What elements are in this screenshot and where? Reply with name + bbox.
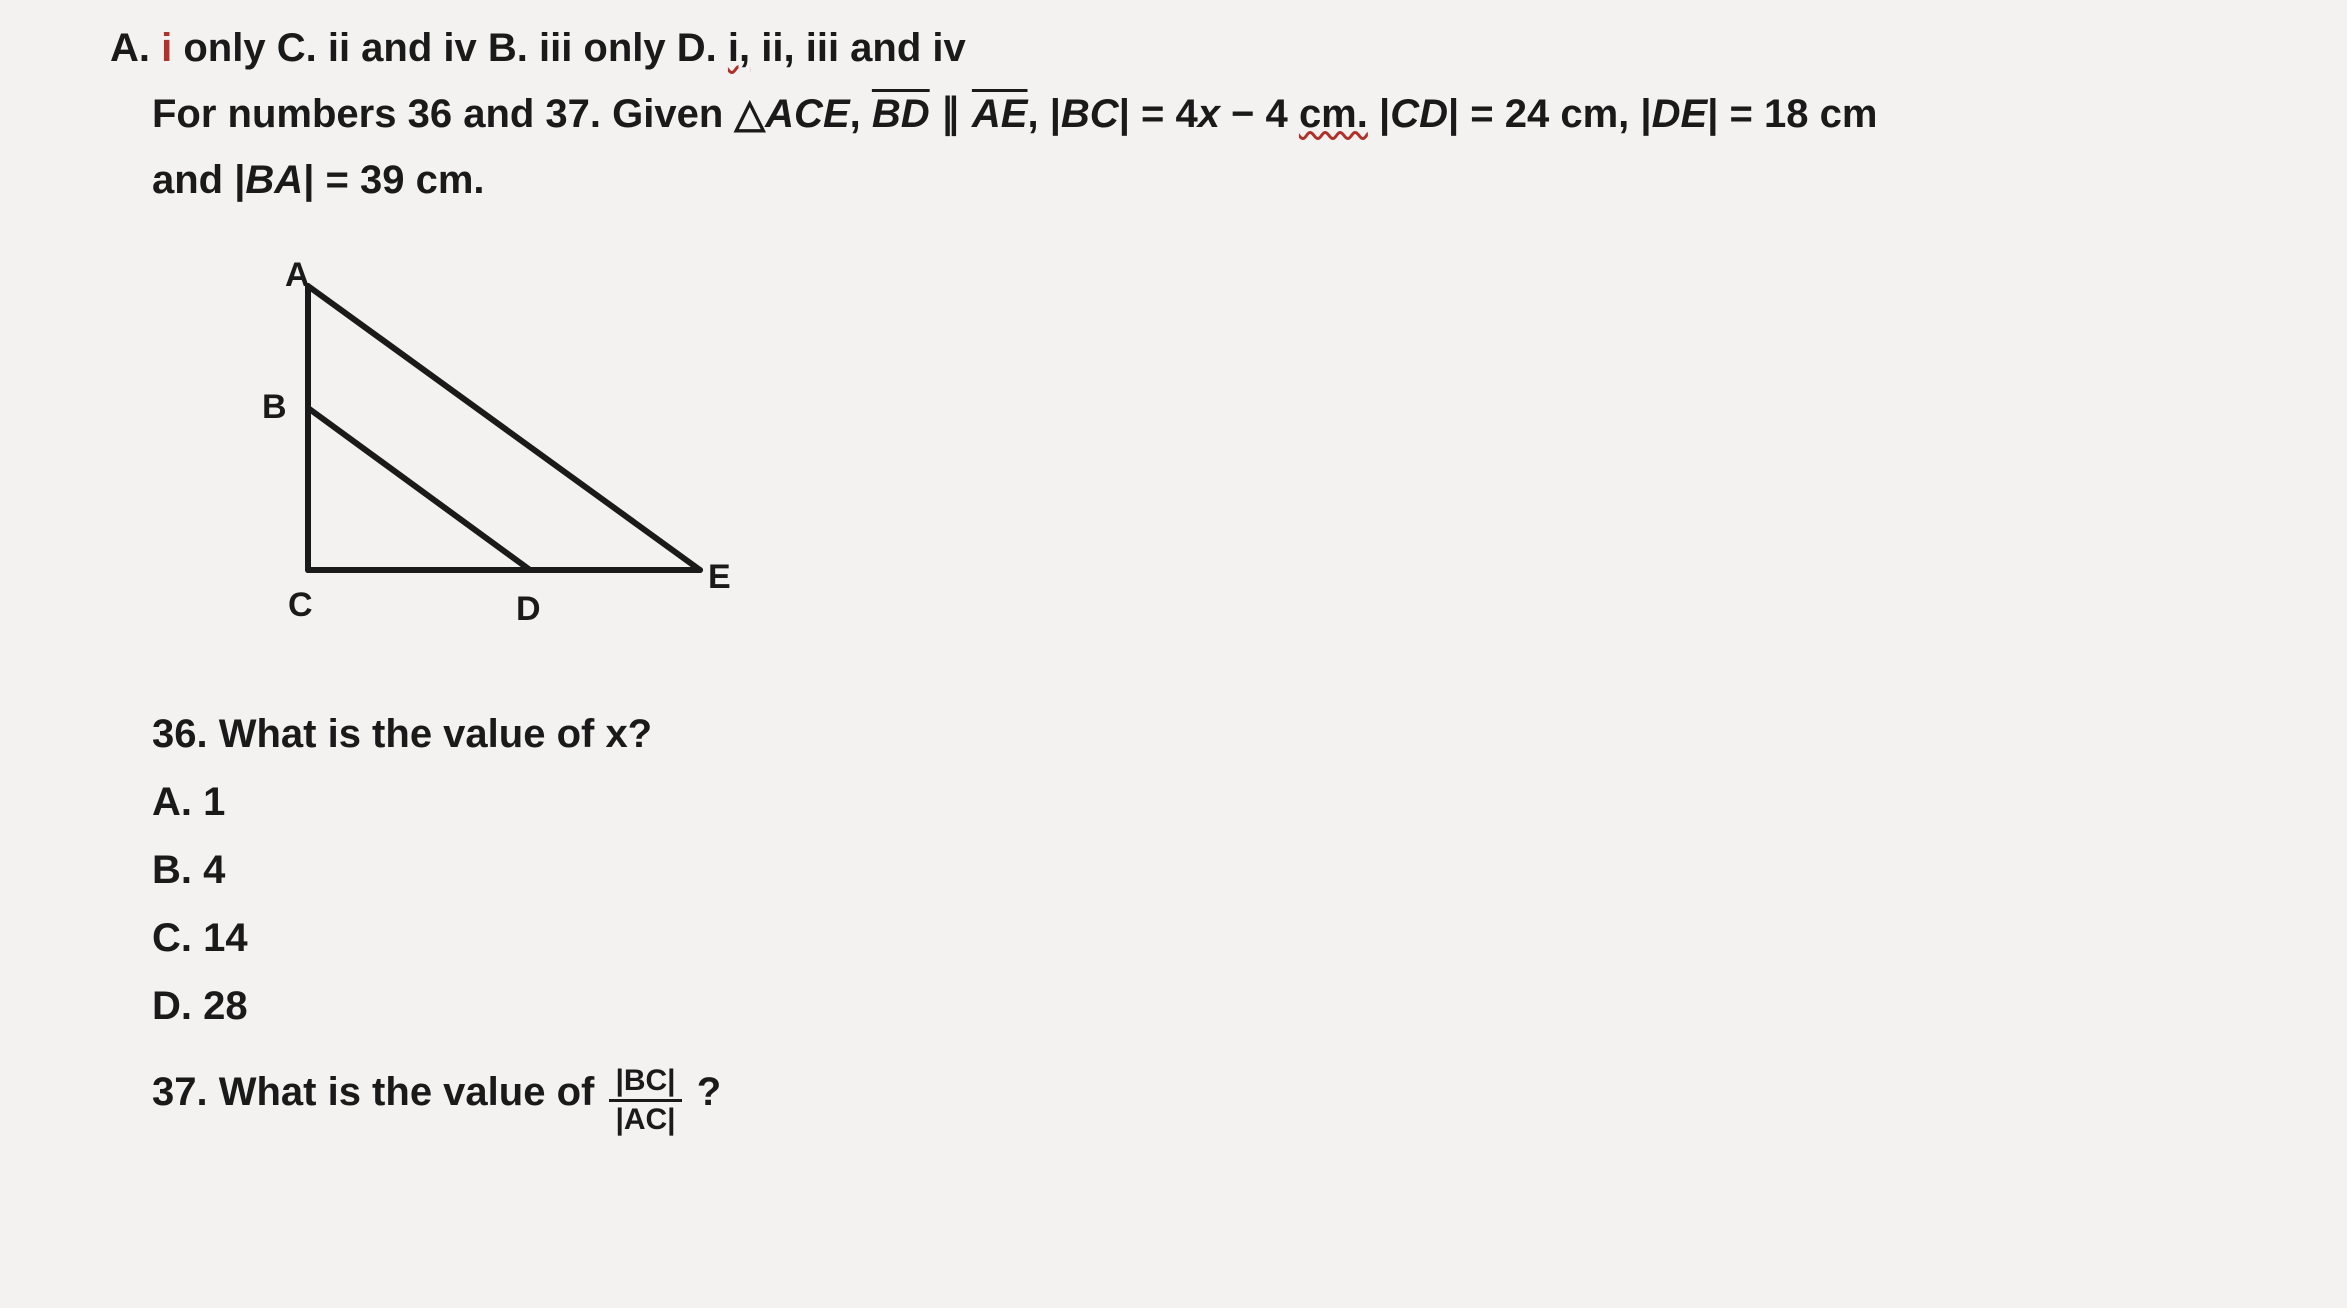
seg-bd: BD [872,92,930,136]
triangle-svg [230,260,750,640]
bc: BC [1061,92,1119,136]
wavy-i: i, [728,26,750,70]
given-1g: | = 24 cm, | [1448,92,1652,136]
given-1e: − 4 [1220,92,1288,136]
seg-ae: AE [972,92,1028,136]
parallel-symbol: ∥ [941,92,961,136]
given-1b: , [850,92,861,136]
q36-opt-d: D. 28 [152,972,2287,1040]
q37-stem-a: 37. What is the value of [152,1070,594,1114]
vertex-b-label: B [262,388,287,427]
given-1h: | = 18 cm [1707,92,1877,136]
vertex-a-label: A [285,256,310,295]
q36-opt-a: A. 1 [152,768,2287,836]
page: A. i only C. ii and iv B. iii only D. i,… [0,0,2347,1169]
q37-stem: 37. What is the value of |BC| |AC| ? [152,1058,2287,1129]
given-2a: and | [152,158,245,202]
vertex-c-label: C [288,586,313,625]
given-2b: | = 39 cm. [303,158,484,202]
red-i: i [161,26,172,70]
question-36: 36. What is the value of x? A. 1 B. 4 C.… [110,700,2287,1040]
fraction: |BC| |AC| [609,1065,681,1135]
q36-stem: 36. What is the value of x? [152,700,2287,768]
prev-answer-options: A. i only C. ii and iv B. iii only D. i,… [110,18,2287,78]
ba: BA [245,158,303,202]
given-1d: | = 4 [1119,92,1198,136]
given-line-2: and |BA| = 39 cm. [110,150,2287,210]
cd: CD [1390,92,1448,136]
given-1a: For numbers 36 and 37. Given △ [152,92,765,136]
cm-wavy: cm. [1299,92,1368,136]
given-1c: , | [1027,92,1060,136]
given-1f: | [1379,92,1390,136]
opts-part-b: ii, iii and iv [761,26,966,70]
fraction-denominator: |AC| [609,1102,681,1136]
de: DE [1652,92,1708,136]
vertex-e-label: E [708,558,731,597]
fraction-numerator: |BC| [609,1065,681,1102]
opt-a-prefix: A. [110,26,150,70]
tri-ace: ACE [765,92,849,136]
q36-opt-b: B. 4 [152,836,2287,904]
question-37: 37. What is the value of |BC| |AC| ? [110,1058,2287,1129]
given-line-1: For numbers 36 and 37. Given △ACE, BD ∥ … [110,84,2287,144]
opts-part-a: only C. ii and iv B. iii only D. [183,26,716,70]
q37-stem-b: ? [697,1070,721,1114]
vertex-d-label: D [516,590,541,629]
triangle-figure: A B C D E [230,260,750,640]
q36-opt-c: C. 14 [152,904,2287,972]
x-ital: x [1198,92,1220,136]
